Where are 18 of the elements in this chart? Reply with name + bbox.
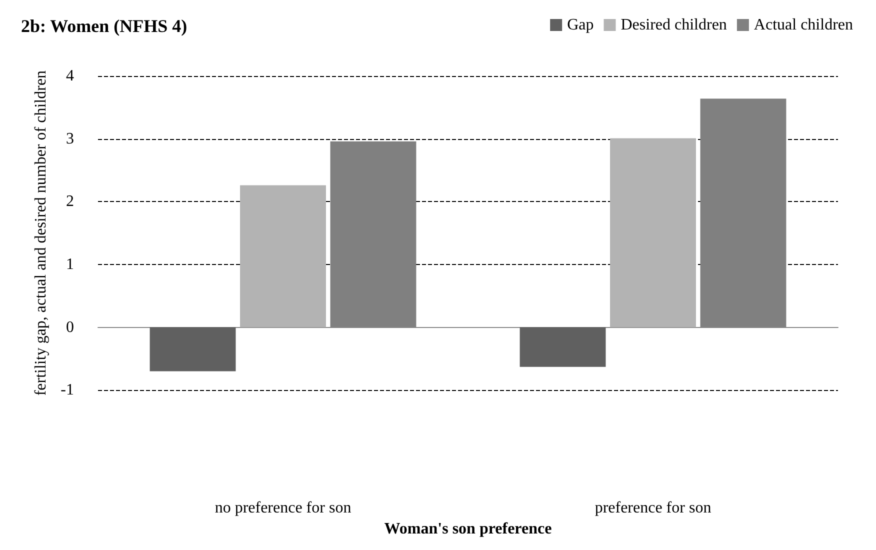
legend-label: Actual children [754,16,854,34]
legend-label: Gap [567,16,594,34]
x-axis-title: Woman's son preference [384,520,552,538]
y-tick-label: -1 [60,382,74,399]
y-axis-title: fertility gap, actual and desired number of children [32,70,50,396]
y-tick-label: 1 [66,256,74,273]
bar [610,138,696,328]
bar [240,185,326,328]
y-tick-label: 0 [66,318,74,336]
bar [150,327,236,372]
y-tick-label: 4 [66,68,74,84]
y-tick-label: 2 [66,193,74,210]
x-tick-label: no preference for son [214,500,352,517]
chart-title: 2b: Women (NFHS 4) [21,16,188,36]
y-tick-label: 3 [66,130,74,148]
legend-label: Desired children [620,16,727,34]
bar [520,327,606,367]
x-tick-label: preference for son [594,500,712,517]
